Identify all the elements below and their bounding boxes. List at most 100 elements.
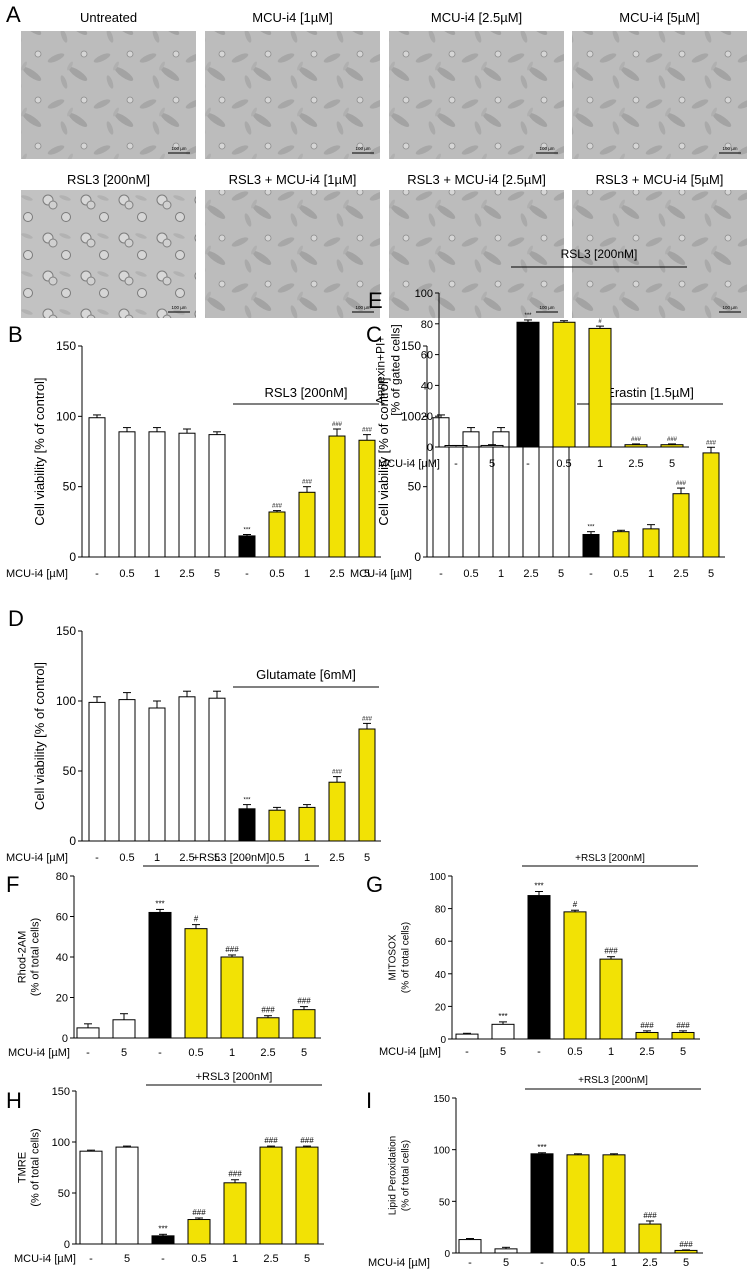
y-tick-label: 100 — [429, 872, 446, 883]
scale-bar-label: 100 µm — [722, 305, 737, 310]
treatment-label: Glutamate [6mM] — [256, 667, 356, 682]
chart-i: I 0 50 100 150 Lipid Peroxidation (% of total … — [366, 1075, 703, 1269]
treatment-label: +RSL3 [200nM] — [196, 1071, 273, 1083]
x-tick-label: - — [540, 1257, 544, 1269]
x-axis-label: MCU-i4 [µM] — [378, 458, 440, 470]
y-axis-label: [% of gated cells] — [389, 324, 403, 415]
x-tick-label: 2.5 — [179, 568, 194, 580]
bar — [612, 531, 630, 558]
significance-label: ### — [261, 1006, 275, 1015]
y-tick-label: 100 — [433, 1146, 450, 1157]
significance-label: # — [598, 319, 602, 325]
y-tick-label: 0 — [69, 550, 76, 564]
bar — [238, 535, 256, 558]
x-tick-label: 1 — [304, 568, 310, 580]
y-tick-label: 150 — [52, 1086, 70, 1098]
micrograph-label: MCU-i4 [2.5µM] — [431, 10, 522, 25]
chart-h: H 0 50 100 150 TMRE (% of total cells) - 5 *** - ##… — [6, 1071, 324, 1265]
significance-label: ### — [302, 480, 313, 486]
significance-label: # — [573, 900, 578, 909]
significance-label: ### — [640, 1021, 654, 1030]
significance-label: ### — [300, 1136, 314, 1145]
x-tick-label: 5 — [124, 1253, 130, 1265]
bar — [298, 491, 316, 558]
bar — [358, 439, 376, 558]
bar — [328, 781, 346, 842]
bar — [552, 321, 576, 448]
bar — [118, 431, 136, 558]
treatment-label: Erastin [1.5µM] — [606, 385, 694, 400]
bar — [148, 707, 166, 842]
x-tick-label: 5 — [503, 1257, 509, 1269]
y-tick-label: 50 — [439, 1197, 451, 1208]
x-tick-label: 2.5 — [628, 458, 643, 470]
x-tick-label: 2.5 — [263, 1253, 278, 1265]
micrograph-label: Untreated — [80, 10, 137, 25]
y-tick-label: 0 — [62, 1033, 68, 1045]
x-tick-label: - — [245, 568, 249, 580]
x-tick-label: 1 — [154, 568, 160, 580]
panel-letter-c: C — [366, 322, 382, 347]
x-tick-label: 1 — [608, 1046, 614, 1058]
y-tick-label: 40 — [56, 952, 68, 964]
x-tick-label: - — [86, 1047, 90, 1059]
x-axis-label: MCU-i4 [µM] — [14, 1253, 76, 1265]
x-tick-label: 5 — [214, 568, 220, 580]
bar — [76, 1027, 100, 1039]
significance-label: *** — [587, 525, 595, 531]
x-tick-label: 5 — [214, 852, 220, 864]
chart-g: G 0 20 40 60 80 100 MITOSOX (% of total cells) - *… — [366, 853, 700, 1058]
x-tick-label: 5 — [558, 568, 564, 580]
micrograph-label: RSL3 [200nM] — [67, 172, 150, 187]
bar — [112, 1019, 136, 1039]
panel-letter-f: F — [6, 872, 19, 897]
bar — [492, 431, 510, 558]
significance-label: ### — [225, 945, 239, 954]
micrograph-label: RSL3 + MCU-i4 [5µM] — [596, 172, 724, 187]
y-tick-label: 80 — [435, 905, 447, 916]
micrograph-label: MCU-i4 [1µM] — [252, 10, 332, 25]
y-axis-label: MITOSOX — [388, 934, 399, 980]
micrograph-label: MCU-i4 [5µM] — [619, 10, 699, 25]
bar — [671, 1031, 695, 1040]
bar — [178, 696, 196, 842]
bar — [672, 493, 690, 558]
y-axis-label: Cell viability [% of control] — [32, 662, 47, 810]
significance-label: ### — [297, 997, 311, 1006]
y-axis-label: (% of total cells) — [30, 1128, 42, 1206]
bar — [223, 1182, 247, 1245]
y-tick-label: 150 — [56, 339, 76, 353]
significance-label: *** — [243, 527, 251, 533]
bar — [552, 434, 570, 558]
bar — [624, 444, 648, 448]
bar — [674, 1249, 698, 1254]
significance-label: *** — [537, 1143, 546, 1152]
significance-label: *** — [158, 1224, 167, 1233]
y-tick-label: 50 — [63, 480, 77, 494]
bar — [292, 1009, 316, 1039]
micrograph-image — [389, 31, 564, 159]
x-tick-label: 5 — [500, 1046, 506, 1058]
bar — [118, 699, 136, 842]
bar — [151, 1235, 175, 1245]
scale-bar-label: 100 µm — [171, 146, 186, 151]
x-tick-label: 5 — [489, 458, 495, 470]
bar — [602, 1154, 626, 1254]
x-tick-label: 5 — [304, 1253, 310, 1265]
bar — [238, 808, 256, 842]
bar — [115, 1146, 139, 1245]
bar — [599, 958, 623, 1040]
y-axis-label: Lipid Peroxidation — [388, 1136, 399, 1216]
bar — [582, 533, 600, 558]
y-tick-label: 20 — [435, 1002, 447, 1013]
x-tick-label: 2.5 — [673, 568, 688, 580]
significance-label: ### — [679, 1240, 693, 1249]
x-axis-label: MCU-i4 [µM] — [368, 1257, 430, 1269]
y-tick-label: 50 — [58, 1188, 70, 1200]
x-tick-label: 1 — [229, 1047, 235, 1059]
micrograph-image — [21, 190, 196, 318]
chart-b: B 0 50 100 150 Cell viability [% of control] -… — [6, 322, 381, 580]
x-tick-label: - — [465, 1046, 469, 1058]
x-tick-label: 1 — [154, 852, 160, 864]
